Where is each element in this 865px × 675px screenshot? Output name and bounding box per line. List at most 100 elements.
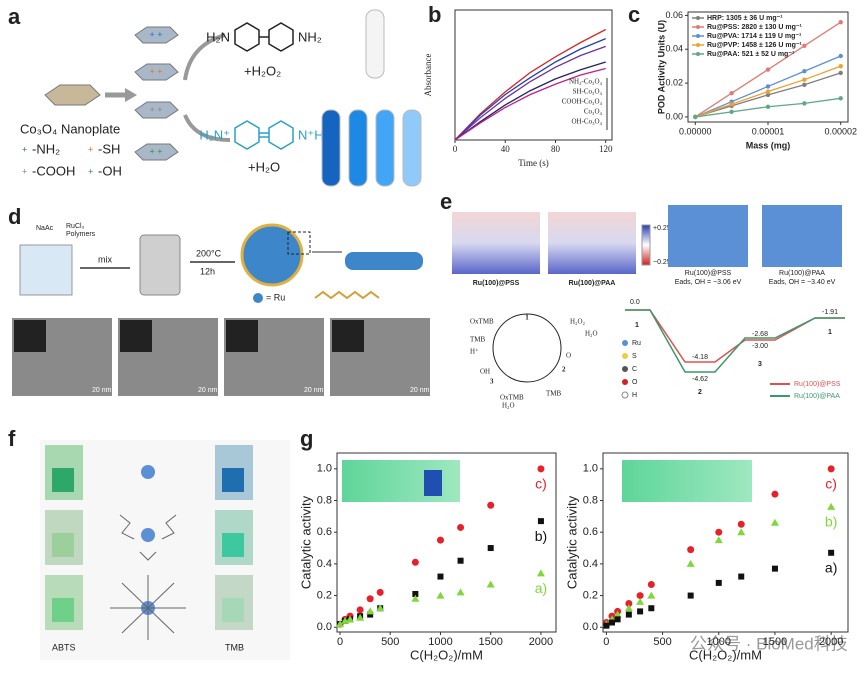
reagent-label: ABTS: [52, 642, 76, 652]
y-axis-label: Absorbance: [423, 54, 433, 97]
legend-label: OH-Co₃O₄: [571, 118, 602, 126]
cycle-label: H₂O: [502, 402, 515, 410]
point: [436, 536, 444, 544]
point: [411, 594, 420, 602]
temperature: 200°C: [196, 248, 222, 258]
polymer-chains: [119, 514, 177, 561]
panel-label: g: [300, 426, 313, 451]
energy-level: -4.18: [692, 354, 708, 361]
x-tick-label: 1000: [707, 636, 731, 648]
series-label: a): [535, 580, 547, 596]
x-tick-label: 120: [599, 144, 613, 154]
point: [838, 70, 843, 76]
nanoplate: [44, 84, 101, 106]
imine: N⁺H₂: [298, 127, 329, 142]
group-label: -OH: [98, 163, 122, 178]
y-tick-label: 0.8: [583, 494, 598, 506]
x-tick-label: 0: [337, 636, 343, 648]
cycle-label: H₂O₂: [570, 318, 586, 326]
energy-level: -2.68: [752, 331, 768, 338]
structure-label: Ru(100)@PAA: [569, 280, 616, 287]
cycle-state: 1: [525, 314, 529, 322]
top-view-label: Ru(100)@PAA: [779, 270, 825, 277]
series-label: c): [535, 476, 547, 492]
point: [802, 43, 807, 49]
x-tick-label: 0.00000: [679, 126, 712, 136]
reagent: +H₂O₂: [244, 63, 281, 78]
slab: [452, 212, 540, 274]
point: [603, 622, 610, 629]
legend-marker: [696, 16, 700, 20]
point: [693, 114, 698, 120]
colorbar-label: −0.25: [653, 259, 671, 266]
cycle-label: TMB: [546, 390, 562, 398]
point: [838, 96, 843, 101]
series-label: b): [825, 514, 837, 530]
group: +: [22, 166, 27, 176]
x-axis-label: Mass (mg): [746, 140, 791, 150]
point: [715, 579, 722, 586]
point: [637, 608, 644, 615]
energy-level: 0.0: [630, 299, 640, 306]
point: [487, 545, 494, 552]
y-tick-label: 1.0: [317, 463, 332, 475]
autoclave: [139, 234, 181, 296]
x-tick-label: 0.00001: [752, 126, 785, 136]
svg-text:+ +: + +: [149, 29, 162, 39]
point: [436, 591, 445, 599]
point: [686, 559, 695, 567]
top-view-label: Ru(100)@PSS: [685, 270, 732, 277]
plot-frame: [336, 452, 557, 633]
point: [765, 67, 771, 72]
point: [729, 102, 734, 107]
x-axis-label: C(H₂O₂)/mM: [410, 647, 483, 662]
svg-text:+ +: + +: [149, 66, 162, 76]
cycle-label: TMB: [470, 336, 486, 344]
point: [648, 605, 655, 612]
top-view: [668, 205, 748, 267]
panel-label: f: [8, 426, 16, 451]
y-tick-label: 0.00: [665, 111, 683, 121]
x-tick-label: 1500: [478, 636, 502, 648]
x-tick-label: 80: [551, 144, 561, 154]
point: [624, 604, 633, 612]
legend-label: Ru@PAA: 521 ± 52 U mg⁻¹: [707, 51, 795, 58]
legend-label: Ru@PVA: 1714 ± 119 U mg⁻¹: [707, 33, 802, 40]
point: [457, 557, 464, 564]
point: [765, 104, 771, 109]
legend-marker: [696, 52, 700, 56]
element: O: [632, 379, 638, 386]
point: [486, 580, 495, 588]
point: [687, 546, 695, 554]
tem-images: [12, 318, 430, 396]
arrow: [183, 114, 231, 142]
reagent-label: TMB: [225, 642, 244, 652]
y-tick-label: 0.4: [583, 558, 598, 570]
group: +: [88, 166, 93, 176]
series-label: c): [825, 476, 837, 492]
point: [536, 569, 545, 577]
point: [437, 573, 444, 580]
scale-bar: 20 nm: [92, 387, 112, 394]
point: [802, 101, 807, 106]
legend-label: Ru@PSS: 2820 ± 130 U mg⁻¹: [707, 24, 803, 31]
scale-bar: 20 nm: [410, 387, 430, 394]
element: C: [632, 366, 637, 373]
solution: [52, 533, 74, 557]
point: [457, 523, 465, 531]
zoom-box: [287, 231, 311, 255]
y-tick-label: 1.0: [583, 463, 598, 475]
point: [356, 613, 365, 621]
cycle-label: H⁺: [470, 348, 479, 356]
arrow-head: [125, 88, 137, 102]
solution: [222, 533, 244, 557]
legend-label: Ru(100)@PAA: [794, 393, 840, 400]
colorbar: [641, 224, 651, 266]
y-tick-label: 0.06: [665, 10, 683, 20]
point: [802, 77, 807, 82]
diffraction-insets: [14, 320, 364, 352]
point: [636, 597, 645, 605]
panel-f: ABTS TMB: [40, 440, 290, 660]
arrow: [183, 33, 226, 81]
point: [456, 588, 465, 596]
